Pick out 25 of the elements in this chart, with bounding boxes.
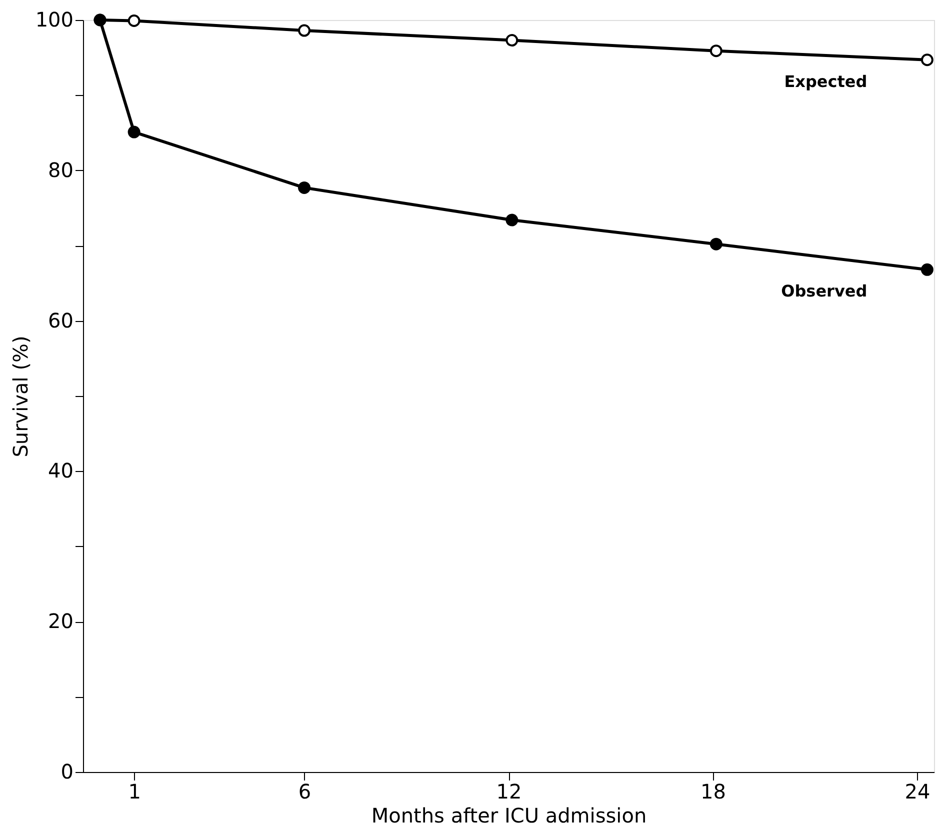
- point: [128, 14, 140, 27]
- point: [298, 181, 311, 194]
- point: [506, 214, 518, 226]
- series-label: Expected: [784, 72, 868, 91]
- point: [298, 24, 311, 37]
- x-tick-label: 1: [128, 780, 141, 804]
- series-label: Observed: [781, 282, 868, 301]
- y-tick-label: 40: [48, 458, 74, 483]
- point: [920, 263, 934, 276]
- y-tick-label: 80: [48, 158, 74, 182]
- x-tick-label: 12: [496, 780, 522, 804]
- x-axis-title: Months after ICU admission: [371, 804, 647, 828]
- y-tick-label: 0: [60, 760, 74, 784]
- y-tick-label: 20: [48, 609, 74, 634]
- x-tick-label: 6: [298, 780, 312, 804]
- point: [710, 44, 722, 58]
- y-axis-title: Survival (%): [8, 336, 32, 458]
- x-tick-label: 18: [700, 780, 726, 804]
- point: [128, 126, 140, 138]
- y-tick-label: 60: [48, 308, 74, 332]
- point: [506, 34, 518, 47]
- x-tick-label: 24: [904, 780, 930, 804]
- point: [710, 238, 722, 250]
- y-tick-label: 100: [35, 8, 74, 32]
- point: [920, 54, 934, 66]
